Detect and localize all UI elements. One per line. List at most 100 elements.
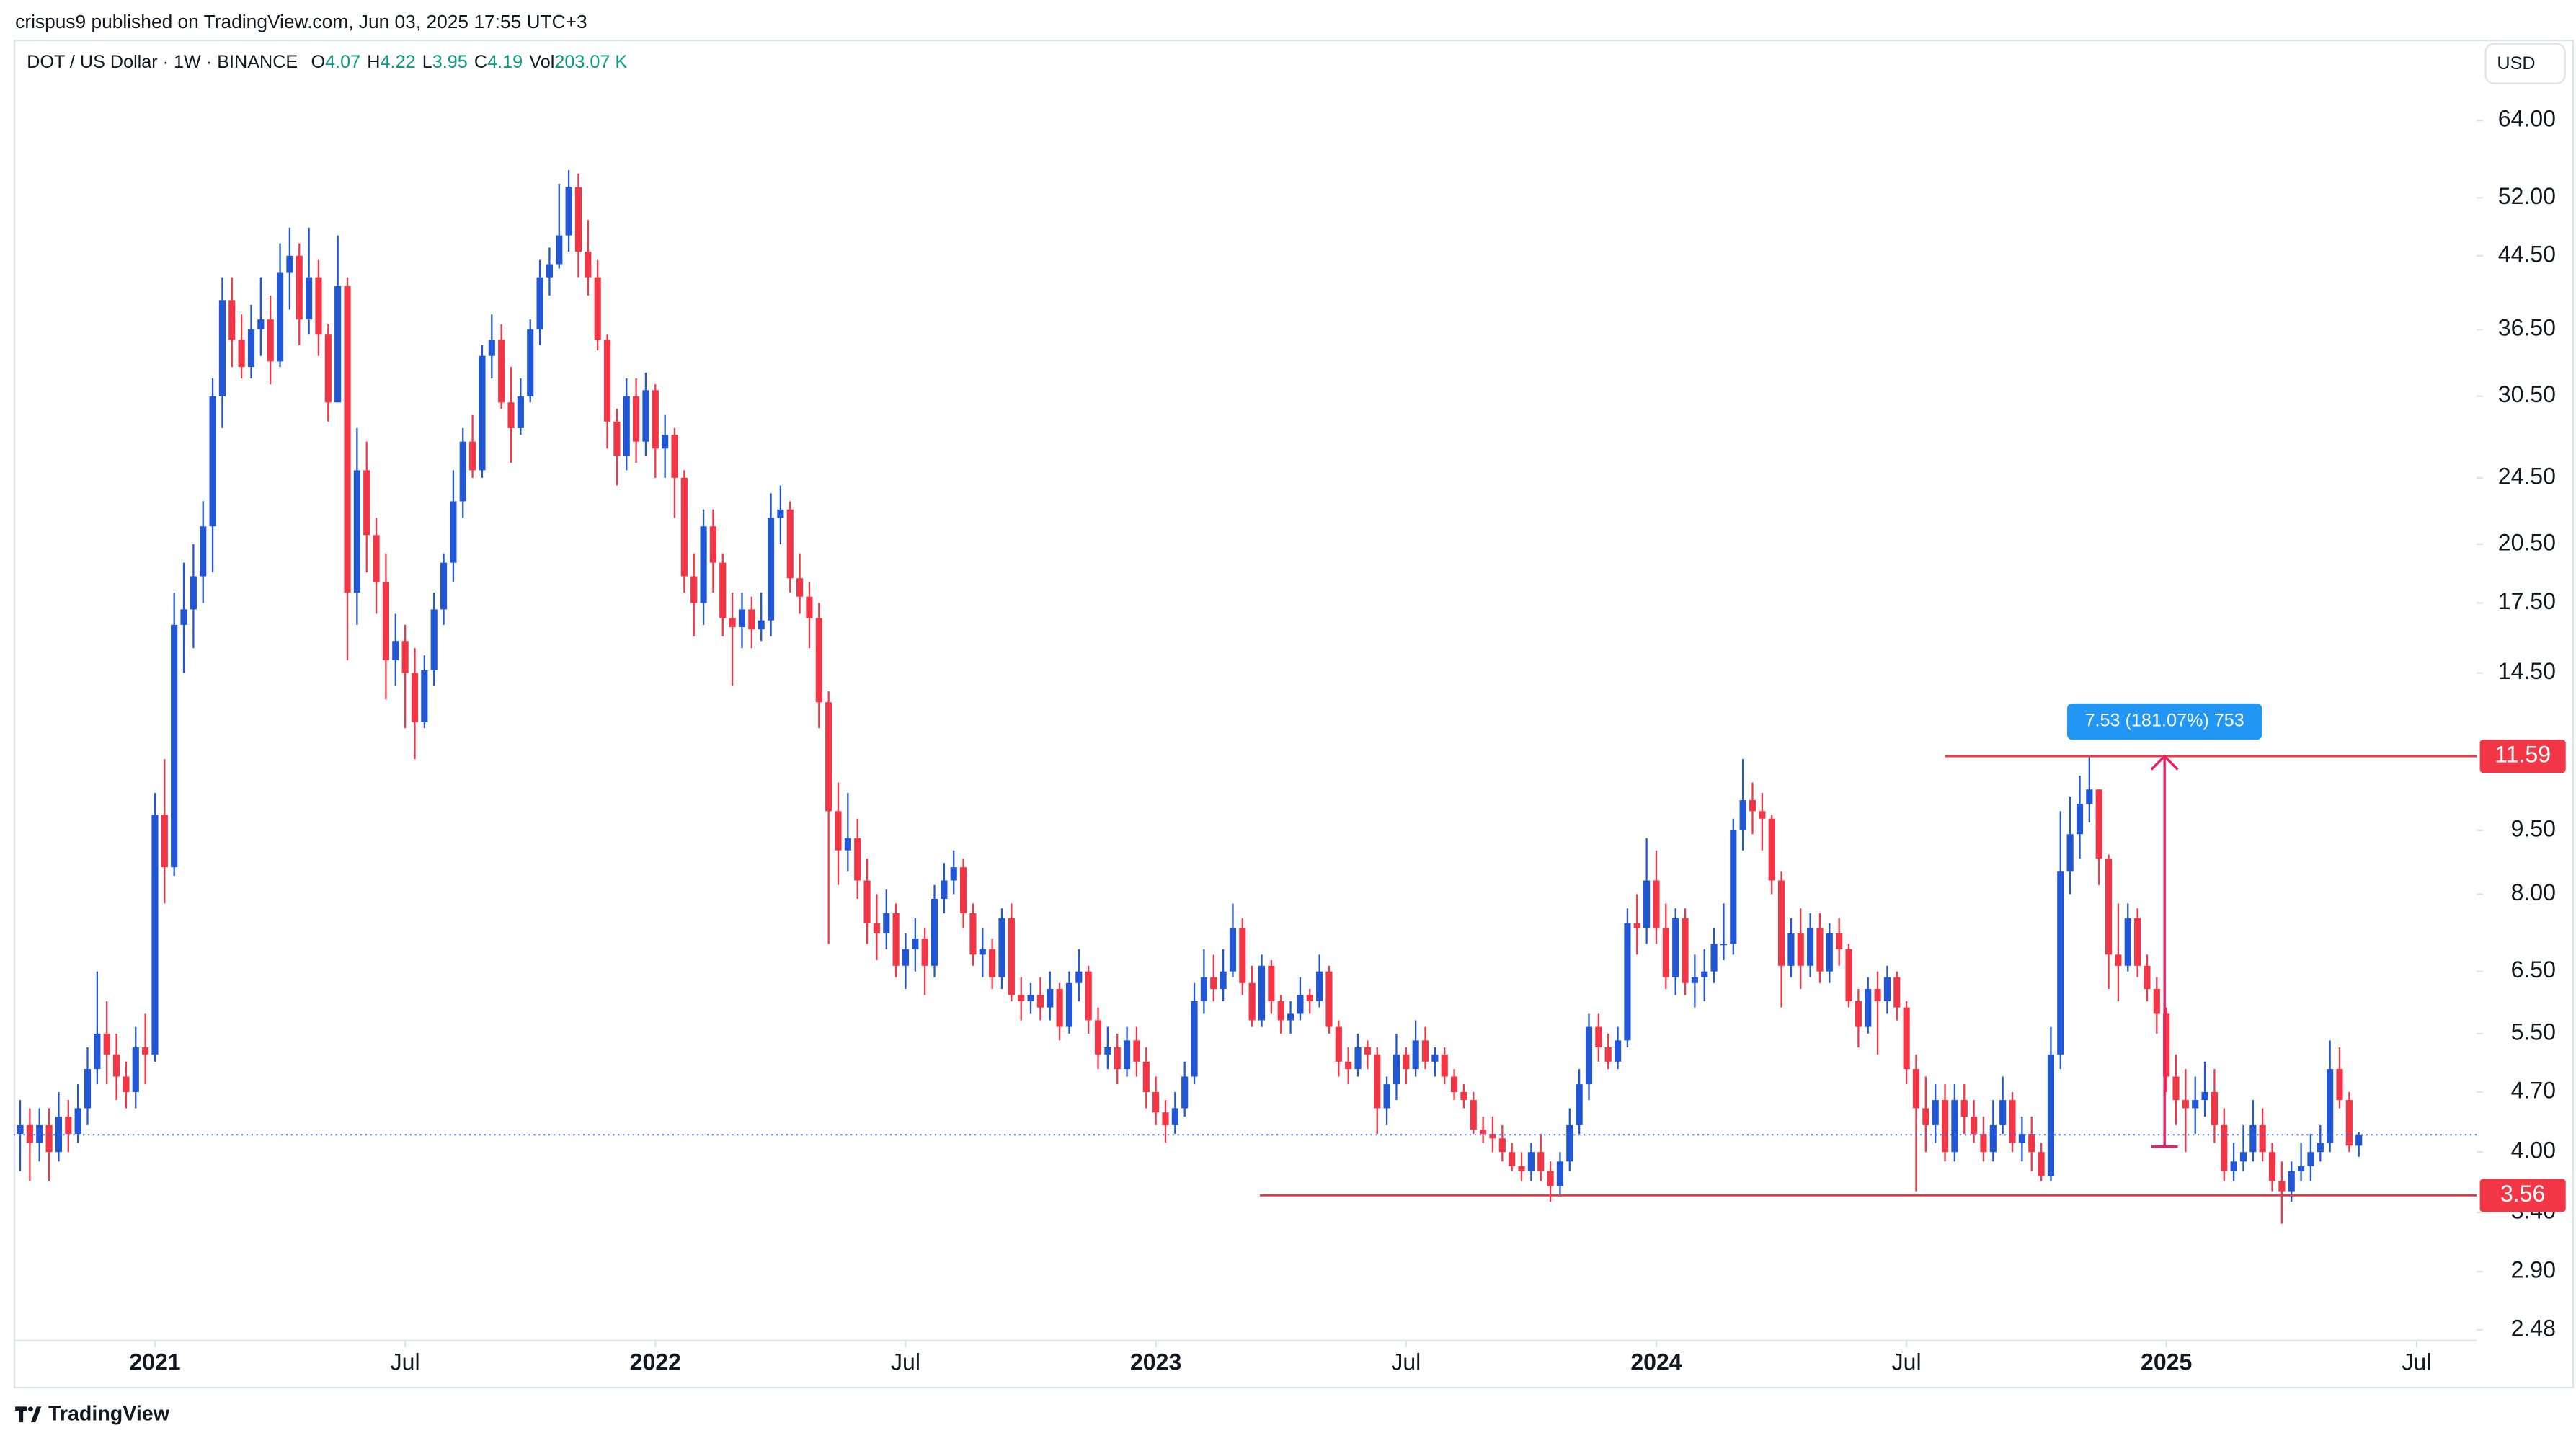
candle-body bbox=[517, 396, 524, 428]
y-tick-label: 8.00 bbox=[2511, 879, 2556, 905]
candle-body bbox=[334, 286, 342, 403]
candle-body bbox=[112, 1054, 120, 1077]
candle-body bbox=[941, 880, 948, 899]
candle-body bbox=[1893, 977, 1901, 1008]
candle-body bbox=[1826, 933, 1833, 972]
candle-body bbox=[2239, 1152, 2247, 1162]
candle-body bbox=[815, 618, 822, 703]
candle-body bbox=[26, 1124, 33, 1143]
candle-body bbox=[1364, 1047, 1371, 1055]
candle-body bbox=[921, 939, 928, 966]
x-tick-label: Jul bbox=[1892, 1349, 1922, 1375]
logo-dot bbox=[28, 1406, 33, 1412]
candle-body bbox=[2009, 1100, 2016, 1143]
candle-body bbox=[979, 949, 986, 955]
candle-body bbox=[1133, 1040, 1140, 1062]
x-tick-label: Jul bbox=[1391, 1349, 1421, 1375]
candle-body bbox=[2249, 1124, 2257, 1153]
candle-body bbox=[1056, 989, 1063, 1027]
candle-body bbox=[479, 355, 486, 471]
candle-body bbox=[652, 390, 659, 449]
candle-body bbox=[469, 441, 476, 471]
candle-body bbox=[603, 340, 611, 422]
candle-body bbox=[1018, 995, 1025, 1001]
candle-body bbox=[1672, 918, 1679, 977]
logo-icon bbox=[15, 1406, 42, 1423]
candle-body bbox=[1749, 800, 1756, 812]
candle-body bbox=[738, 609, 746, 627]
candle-body bbox=[1730, 830, 1737, 944]
candle-body bbox=[2153, 989, 2160, 1014]
candle-body bbox=[450, 501, 457, 563]
candle-body bbox=[1383, 1084, 1390, 1109]
candle-body bbox=[546, 264, 554, 278]
candle-body bbox=[2182, 1100, 2189, 1109]
candle-body bbox=[1085, 971, 1092, 1021]
candle-body bbox=[796, 578, 804, 597]
x-tick-label: 2024 bbox=[1630, 1349, 1682, 1375]
x-tick-label: 2023 bbox=[1130, 1349, 1181, 1375]
candle-body bbox=[324, 334, 332, 403]
candle-body bbox=[1556, 1161, 1564, 1186]
candle-body bbox=[1595, 1026, 1602, 1047]
candle-body bbox=[1325, 971, 1333, 1027]
candle-body bbox=[2288, 1171, 2295, 1192]
y-tick-label: 24.50 bbox=[2498, 463, 2556, 489]
candle-body bbox=[180, 609, 187, 625]
candle-body bbox=[1903, 1007, 1910, 1070]
candle-body bbox=[2115, 954, 2122, 966]
candle-body bbox=[1662, 928, 1669, 977]
candle-body bbox=[998, 918, 1005, 977]
candle-body bbox=[1480, 1129, 1487, 1135]
candle-body bbox=[1191, 1001, 1198, 1077]
footer-logo: TradingView bbox=[15, 1402, 170, 1425]
candle-body bbox=[1759, 811, 1766, 819]
candle-body bbox=[1787, 933, 1795, 966]
candle-body bbox=[247, 329, 255, 368]
candle-body bbox=[2172, 1076, 2180, 1101]
candle-body bbox=[1123, 1040, 1131, 1070]
candle-body bbox=[2105, 859, 2113, 955]
candle-body bbox=[1547, 1171, 1554, 1186]
candle-body bbox=[142, 1047, 149, 1055]
candle-body bbox=[1277, 1001, 1284, 1021]
candle-body bbox=[306, 277, 313, 320]
candle-body bbox=[1576, 1084, 1583, 1125]
candle-body bbox=[1036, 995, 1044, 1008]
currency-box[interactable] bbox=[2484, 43, 2566, 84]
candle-body bbox=[296, 255, 303, 320]
candle-body bbox=[863, 880, 871, 923]
measure-arrowhead bbox=[2150, 754, 2179, 771]
candle-body bbox=[2307, 1152, 2314, 1166]
x-tick-label: 2022 bbox=[630, 1349, 681, 1375]
candle-body bbox=[421, 670, 428, 722]
candle-body bbox=[1335, 1026, 1342, 1062]
candle-body bbox=[1412, 1040, 1419, 1070]
candle-body bbox=[642, 390, 649, 442]
candle-body bbox=[1768, 818, 1775, 881]
candle-body bbox=[613, 421, 621, 456]
candle-body bbox=[2028, 1134, 2035, 1153]
candle-body bbox=[1604, 1047, 1612, 1062]
candle-body bbox=[1624, 923, 1631, 1041]
candle-body bbox=[1374, 1054, 1381, 1109]
candle-body bbox=[633, 396, 640, 442]
candle-body bbox=[1008, 918, 1015, 995]
candle-body bbox=[873, 923, 880, 933]
open-value: 4.07 bbox=[325, 52, 360, 72]
candle-body bbox=[719, 562, 727, 618]
currency-label[interactable]: USD bbox=[2497, 53, 2535, 74]
candle-body bbox=[1883, 977, 1891, 1001]
candle-body bbox=[2192, 1100, 2199, 1109]
candle-body bbox=[594, 277, 601, 340]
candle-body bbox=[2038, 1152, 2045, 1176]
y-tick-label: 4.70 bbox=[2511, 1077, 2556, 1103]
candle-body bbox=[218, 300, 226, 396]
candle-body bbox=[1633, 923, 1640, 928]
candle-body bbox=[200, 526, 207, 577]
candle-body bbox=[2095, 789, 2102, 859]
candle-body bbox=[238, 340, 245, 368]
candle-body bbox=[315, 277, 322, 335]
candle-body bbox=[1142, 1061, 1150, 1093]
